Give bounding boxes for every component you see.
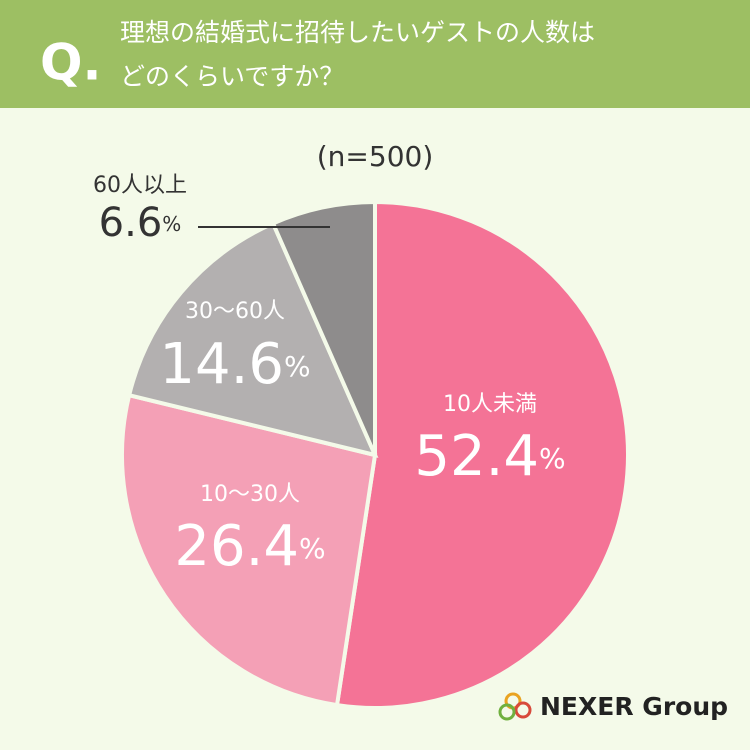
header: [0, 0, 750, 108]
value-label: 26.4%: [174, 514, 325, 579]
subtitle: (n=500): [317, 140, 434, 173]
pie: [120, 199, 630, 710]
category-label: 10人未満: [443, 392, 537, 417]
value-number: 14.6: [159, 332, 284, 397]
value-number: 52.4: [414, 424, 539, 489]
logo: NEXER Group: [540, 692, 728, 721]
value-label: 52.4%: [414, 424, 565, 489]
question-mark: Q.: [40, 34, 102, 92]
value-suffix: %: [539, 442, 566, 475]
value-suffix: %: [162, 212, 181, 236]
value-suffix: %: [284, 350, 311, 383]
logo-icon: [498, 692, 532, 721]
value-label: 14.6%: [159, 332, 310, 397]
title-line: どのくらいですか？: [120, 62, 344, 91]
value-suffix: %: [299, 532, 326, 565]
value-number: 26.4: [174, 514, 299, 579]
value-label: 6.6%: [99, 200, 182, 246]
pie-slice: [334, 199, 630, 710]
value-number: 6.6: [99, 200, 163, 246]
logo-ring: [514, 701, 532, 719]
category-label: 10〜30人: [200, 482, 300, 507]
logo-ring: [498, 703, 516, 721]
category-label: 30〜60人: [185, 299, 285, 324]
title-line: 理想の結婚式に招待したいゲストの人数は: [120, 18, 595, 47]
pie-slice: [126, 220, 379, 458]
pie-slice: [270, 199, 377, 456]
pie-slice: [120, 392, 378, 708]
category-label: 60人以上: [93, 173, 187, 198]
